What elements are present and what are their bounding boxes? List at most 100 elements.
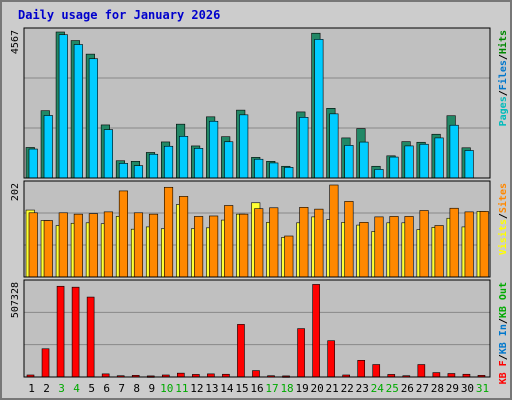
sites-bar — [254, 208, 264, 278]
x-tick-label: 6 — [103, 382, 110, 395]
kbf-bar — [417, 364, 426, 378]
series-label: Sites — [497, 183, 509, 213]
x-tick-label: 31 — [476, 382, 489, 395]
files-bar — [224, 141, 234, 179]
sites-bar — [43, 220, 53, 278]
kbf-bar — [312, 284, 320, 378]
x-tick-label: 29 — [446, 382, 459, 395]
y-max-label: 202 — [10, 183, 21, 201]
files-bar — [389, 156, 399, 179]
sites-bar — [314, 208, 324, 278]
label-separator: / — [498, 354, 509, 360]
sites-bar — [58, 212, 68, 278]
x-tick-label: 13 — [205, 382, 218, 395]
files-bar — [163, 145, 174, 179]
y-max-label: 507328 — [10, 282, 21, 318]
sites-bar — [419, 210, 429, 278]
files-bar — [118, 163, 128, 179]
visits-sites-legend: Visits/Sites — [497, 183, 509, 255]
sites-bar — [479, 211, 489, 278]
files-bar — [374, 169, 384, 179]
x-tick-label: 27 — [416, 382, 429, 395]
sites-bar — [329, 184, 339, 278]
sites-bar — [374, 216, 384, 278]
kbf-bar — [327, 340, 335, 378]
sites-bar — [88, 213, 98, 278]
chart-title: Daily usage for January 2026 — [18, 8, 221, 22]
files-bar — [329, 113, 339, 179]
sites-bar — [179, 196, 189, 278]
files-bar — [73, 44, 83, 179]
y-max-label: 4567 — [10, 30, 21, 54]
kbf-bar — [56, 285, 65, 378]
sites-bar — [239, 213, 249, 278]
files-bar — [239, 114, 249, 179]
sites-bar — [163, 186, 174, 278]
x-tick-label: 12 — [190, 382, 203, 395]
files-bar — [434, 137, 444, 179]
x-tick-label: 8 — [133, 382, 140, 395]
files-bar — [344, 145, 354, 179]
sites-bar — [194, 216, 204, 278]
sites-bar — [133, 212, 144, 278]
x-tick-label: 22 — [341, 382, 354, 395]
x-tick-label: 1 — [28, 382, 35, 395]
label-separator: / — [498, 54, 509, 60]
sites-bar — [28, 212, 38, 278]
series-label: Visits — [497, 219, 509, 255]
kb-legend: KB F/KB In/KB Out — [498, 282, 509, 384]
sites-bar — [299, 207, 309, 278]
kbf-bar — [41, 348, 50, 378]
files-bar — [209, 120, 219, 179]
sites-bar — [73, 213, 83, 278]
files-bar — [194, 148, 204, 179]
files-bar — [449, 124, 459, 179]
x-tick-label: 24 — [371, 382, 385, 395]
x-tick-label: 30 — [461, 382, 474, 395]
series-label: Pages — [498, 96, 509, 126]
x-tick-label: 20 — [311, 382, 324, 395]
x-tick-label: 26 — [401, 382, 414, 395]
files-bar — [88, 58, 98, 179]
x-tick-label: 25 — [386, 382, 399, 395]
files-bar — [254, 158, 264, 179]
x-tick-label: 28 — [431, 382, 444, 395]
kbf-bar — [177, 372, 185, 378]
files-bar — [103, 129, 113, 179]
kbf-bar — [71, 286, 80, 378]
kbf-bar — [86, 296, 95, 378]
sites-bar — [118, 190, 128, 278]
x-tick-label: 7 — [118, 382, 125, 395]
sites-bar — [434, 225, 444, 278]
x-tick-label: 17 — [265, 382, 278, 395]
files-bar — [43, 115, 53, 179]
x-tick-label: 14 — [220, 382, 234, 395]
files-bar — [404, 145, 414, 179]
x-tick-label: 16 — [250, 382, 263, 395]
plot-border-3 — [23, 279, 491, 378]
kbf-bar — [372, 364, 381, 378]
files-bar — [419, 143, 429, 179]
files-bar — [148, 153, 159, 179]
x-tick-label: 11 — [175, 382, 188, 395]
kbf-bar — [252, 370, 260, 378]
files-bar — [314, 39, 324, 179]
x-tick-label: 5 — [88, 382, 95, 395]
kbf-bar — [432, 372, 441, 378]
x-tick-label: 4 — [73, 382, 80, 395]
sites-bar — [344, 201, 354, 278]
series-label: Files — [497, 60, 509, 90]
x-tick-label: 9 — [148, 382, 155, 395]
plot-area-3 — [24, 280, 490, 377]
kbf-bar — [357, 360, 366, 378]
sites-bar — [359, 222, 369, 278]
sites-bar — [284, 235, 294, 278]
files-bar — [179, 136, 189, 179]
sites-bar — [148, 213, 159, 278]
sites-bar — [389, 216, 399, 278]
x-tick-label: 3 — [58, 382, 65, 395]
label-separator: / — [498, 318, 509, 324]
files-bar — [359, 141, 369, 179]
kbf-bar — [237, 324, 245, 378]
